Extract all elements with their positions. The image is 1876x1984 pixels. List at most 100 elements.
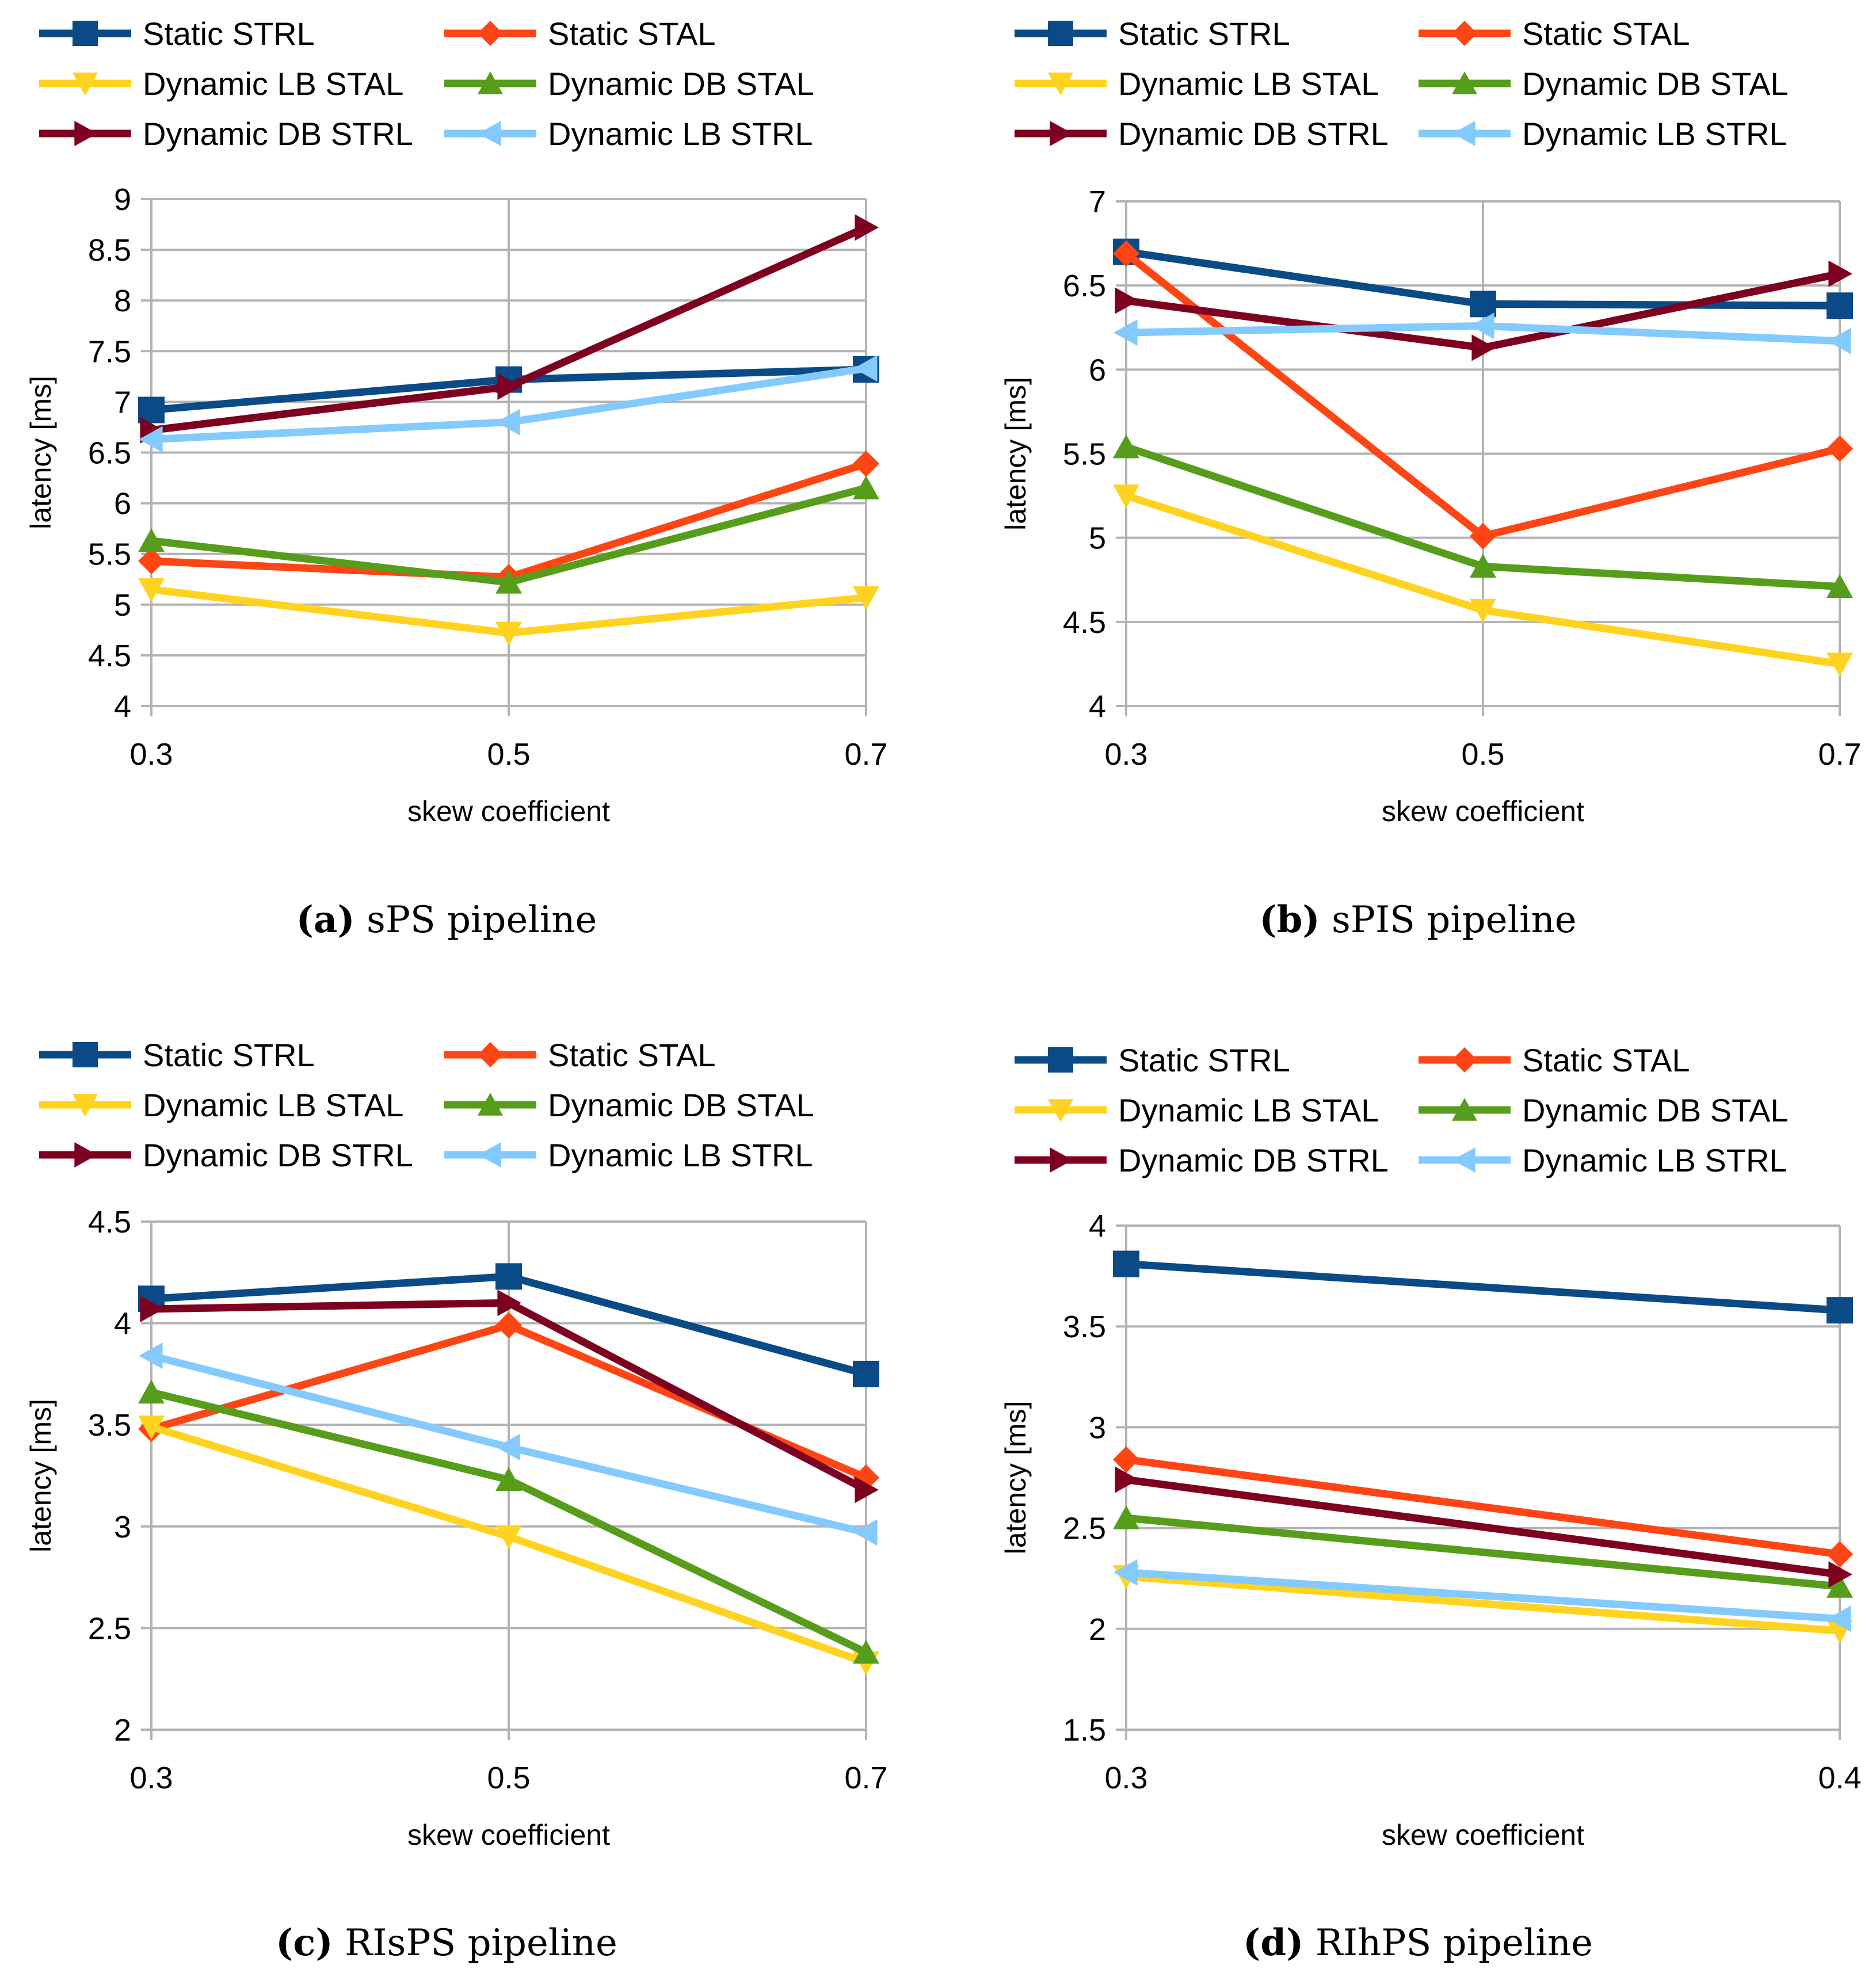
y-tick-label: 7 [114,385,131,419]
legend-marker-triangle-left [1452,121,1475,146]
y-tick-label: 5 [1089,521,1106,556]
y-tick-label: 2.5 [88,1611,131,1646]
data-point [1113,1250,1139,1277]
legend-entry-dynamic-lb-strl: Dynamic LB STRL [1419,116,1787,152]
legend-entry-dynamic-lb-strl: Dynamic LB STRL [1419,1142,1787,1178]
legend-marker-diamond [1452,1047,1477,1073]
y-tick-label: 8.5 [88,233,131,268]
legend-marker-square [73,21,98,46]
data-point [1115,287,1139,314]
y-axis-label: latency [ms] [25,1399,57,1552]
chart-b: Static STRL Static STAL Dynamic LB STAL Dyn… [1000,16,1862,941]
legend-label: Static STAL [1522,1042,1690,1078]
data-point [1827,1297,1853,1324]
legend-label: Static STRL [143,1037,315,1073]
data-point [1827,327,1851,354]
y-tick-label: 4 [114,689,131,724]
caption-text: RIhPS pipeline [1303,1922,1593,1964]
x-axis-label: skew coefficient [407,795,610,827]
data-point [1471,334,1496,361]
legend-marker-triangle-left [478,1142,501,1167]
y-tick-label: 6.5 [1063,269,1106,303]
y-tick-label: 3.5 [88,1408,131,1443]
y-axis-label: latency [ms] [1000,1401,1032,1555]
data-point [853,475,879,499]
x-tick-label: 0.7 [844,1761,887,1795]
data-point [1827,653,1853,677]
caption-text: sPS pipeline [355,899,597,941]
legend-entry-dynamic-db-strl: Dynamic DB STRL [1015,1142,1389,1178]
legend-marker-triangle-up [1452,71,1477,94]
series-dynamic-db-strl [140,1289,879,1504]
legend-marker-triangle-right [1050,1147,1073,1173]
legend-marker-triangle-up [1452,1098,1477,1121]
series-dynamic-lb-stal [138,578,879,646]
x-tick-label: 0.7 [1818,737,1861,772]
data-point [1470,312,1494,339]
legend-label: Static STRL [1118,1042,1290,1078]
legend-marker-triangle-down [1048,1099,1073,1122]
legend-label: Dynamic LB STAL [143,66,403,102]
y-tick-label: 8 [114,284,131,318]
series-dynamic-db-strl [1115,1466,1852,1588]
legend-entry-dynamic-db-strl: Dynamic DB STRL [1015,116,1389,152]
y-tick-label: 4.5 [88,1205,131,1239]
data-point [139,426,163,453]
y-tick-label: 4.5 [1063,605,1106,640]
legend-entry-dynamic-db-stal: Dynamic DB STAL [1419,66,1789,102]
legend-label: Static STAL [548,1037,716,1073]
legend-label: Dynamic DB STAL [1522,66,1789,102]
series-static-stal [1113,1446,1853,1568]
legend-label: Dynamic DB STRL [143,1137,413,1173]
legend-label: Dynamic DB STRL [1118,116,1389,152]
x-axis-label: skew coefficient [1382,795,1584,827]
y-tick-label: 3.5 [1063,1310,1106,1344]
series-dynamic-db-stal [138,1379,879,1664]
series-dynamic-db-stal [138,475,879,594]
legend-entry-static-stal: Static STAL [444,16,716,52]
data-point [1470,291,1496,318]
legend-label: Dynamic LB STRL [548,1137,813,1173]
data-point [138,548,165,575]
legend-label: Dynamic DB STAL [1522,1092,1789,1128]
y-tick-label: 6 [1089,353,1106,387]
legend-entry-dynamic-lb-strl: Dynamic LB STRL [444,1137,813,1173]
data-point [1827,1605,1851,1632]
y-axis-label: latency [ms] [1000,377,1032,531]
series-static-stal [1113,240,1853,550]
legend-entry-dynamic-lb-stal: Dynamic LB STAL [39,1087,403,1123]
y-tick-label: 3 [1089,1410,1106,1445]
legend-entry-dynamic-db-stal: Dynamic DB STAL [1419,1092,1789,1128]
legend-label: Static STAL [1522,16,1690,52]
caption-text: RIsPS pipeline [333,1922,617,1964]
series-line [1122,1573,1844,1635]
data-point [1113,240,1139,267]
y-tick-label: 3 [114,1510,131,1544]
data-point [495,1525,522,1550]
legend-entry-static-strl: Static STRL [39,16,315,52]
chart-a: Static STRL Static STAL Dynamic LB STAL Dyn… [25,16,888,941]
data-point [853,586,879,611]
legend-marker-triangle-down [73,1094,98,1117]
legend-marker-triangle-right [74,121,97,146]
series-dynamic-db-stal [1113,1505,1853,1598]
data-point [139,1342,163,1369]
x-tick-label: 0.7 [844,737,887,772]
data-point [497,373,521,400]
series-line [1122,1260,1844,1314]
series-line [1122,1476,1844,1578]
legend-marker-square [1048,1047,1073,1073]
legend-label: Dynamic LB STRL [548,116,813,152]
data-point [495,1312,522,1339]
legend-label: Dynamic DB STAL [548,66,814,102]
legend-entry-dynamic-db-strl: Dynamic DB STRL [39,1137,413,1173]
x-tick-label: 0.4 [1818,1761,1861,1795]
legend-label: Dynamic DB STRL [143,116,413,152]
legend-label: Dynamic DB STAL [548,1087,814,1123]
series-line [1122,1455,1844,1558]
legend-label: Dynamic DB STRL [1118,1142,1389,1178]
x-tick-label: 0.3 [129,737,173,772]
legend-marker-triangle-down [73,73,98,96]
series-dynamic-lb-strl [1114,1559,1851,1632]
